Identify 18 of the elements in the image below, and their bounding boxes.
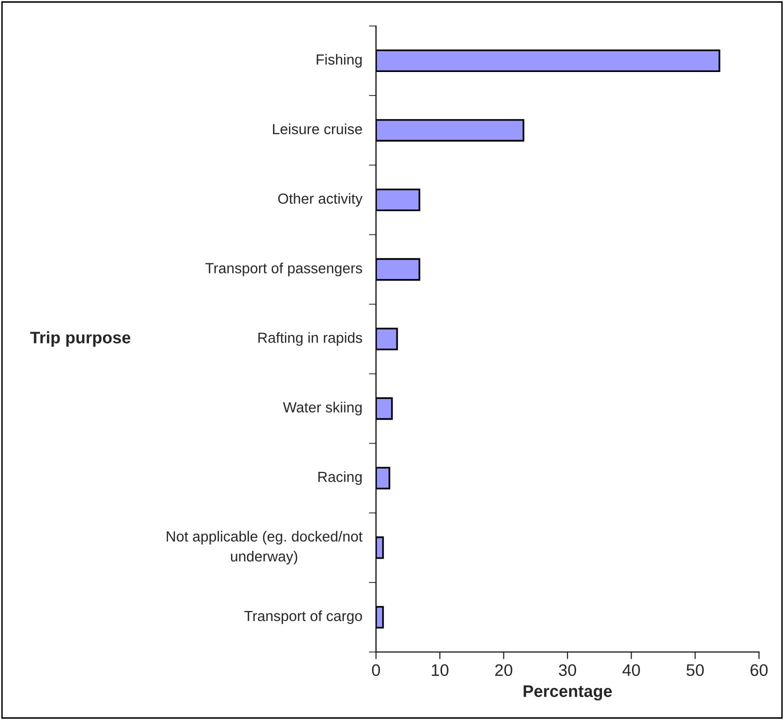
x-tick-label: 0: [372, 664, 380, 676]
x-tick-label: 50: [686, 664, 704, 676]
x-tick-label: 60: [750, 664, 768, 676]
x-tick-label: 20: [495, 664, 512, 676]
y-tick-label: Racing: [318, 471, 362, 485]
y-tick-label: Water skiing: [282, 402, 362, 416]
y-tick-label: Leisure cruise: [273, 124, 362, 134]
x-tick-label: 40: [622, 664, 640, 676]
y-tick-label: Fishing: [316, 54, 362, 68]
x-tick-label: 30: [558, 664, 576, 676]
y-tick-label: Other activity: [278, 193, 363, 207]
y-tick-label: Transport of cargo: [244, 610, 362, 624]
y-axis-title: Trip purpose: [30, 331, 130, 347]
y-tick-label: Transport of passengers: [205, 262, 362, 276]
y-tick-label: Rafting in rapids: [258, 332, 362, 346]
x-axis-title: Percentage: [524, 685, 612, 700]
x-tick-label: 10: [432, 664, 448, 676]
y-tick-label: Not applicable (eg. docked/not underway): [166, 530, 362, 564]
